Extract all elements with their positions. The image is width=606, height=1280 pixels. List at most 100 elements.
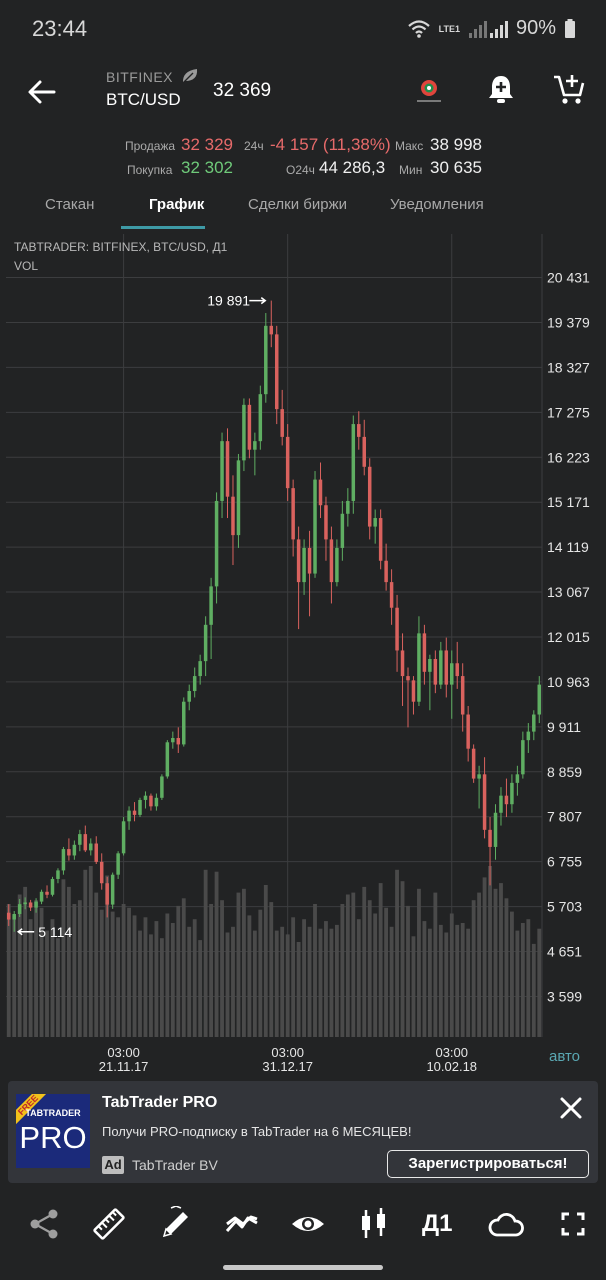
buy-value: 32 302 [181, 158, 233, 177]
signal-icon [468, 20, 508, 38]
tabtrader-logo-icon[interactable] [414, 76, 444, 106]
x-tick-time: 03:00 [107, 1045, 140, 1060]
cloud-icon[interactable] [488, 1206, 524, 1242]
candle-body [417, 633, 421, 702]
volume-bar [460, 923, 465, 1037]
y-tick-label: 9 911 [547, 719, 581, 735]
volume-bar [165, 913, 170, 1037]
y-tick-label: 10 963 [547, 674, 590, 690]
candle-body [395, 607, 399, 651]
volume-bar [116, 917, 121, 1037]
tab-chart[interactable]: График [149, 196, 205, 213]
chart-annotations: 19 891 5 114 [16, 293, 267, 940]
volume-bar [493, 888, 498, 1037]
candle-body [450, 663, 454, 685]
candle-body [433, 658, 438, 685]
candle-body [214, 500, 219, 587]
y-tick-label: 8 859 [547, 764, 582, 780]
candle-body [389, 582, 394, 608]
candle-body [242, 404, 246, 461]
wifi-icon [407, 19, 430, 38]
candle-body [258, 394, 263, 442]
volume-bar [384, 907, 389, 1037]
candle-body [132, 810, 137, 815]
candle-body [302, 547, 306, 583]
volume-bar [45, 930, 49, 1037]
candle-body [373, 518, 377, 527]
ruler-icon[interactable] [91, 1206, 127, 1242]
volume-bar [50, 919, 55, 1037]
volume-bar [329, 928, 334, 1037]
candle-body [285, 436, 290, 489]
candle-body [515, 774, 520, 783]
home-indicator[interactable] [223, 1265, 383, 1270]
x-tick-time: 03:00 [271, 1045, 304, 1060]
share-icon[interactable] [26, 1206, 62, 1242]
pencil-icon[interactable] [158, 1206, 194, 1242]
volume-bar [12, 915, 17, 1037]
candle-body [176, 738, 181, 745]
candle-body [406, 676, 410, 681]
candle-body [192, 676, 197, 692]
volume-bar [510, 911, 514, 1037]
candle-body [225, 441, 230, 497]
indicators-icon[interactable] [224, 1206, 260, 1242]
volume-bar [400, 881, 405, 1037]
price-chart[interactable]: 20 431 19 379 18 327 17 275 16 223 15 171 14 1… [0, 232, 606, 1078]
candle-body [247, 404, 252, 450]
volume-bar [318, 928, 323, 1037]
candles-icon[interactable] [356, 1206, 392, 1242]
chart-title: TABTRADER: BITFINEX, BTC/USD, Д1 [14, 240, 228, 254]
y-tick-label: 15 171 [547, 494, 590, 510]
header: BITFINEX BTC/USD 32 369 [0, 58, 606, 128]
candle-body [307, 547, 312, 574]
volume-bar [373, 913, 378, 1037]
candle-body [78, 834, 82, 845]
volume-bar [94, 892, 99, 1037]
volume-bar [105, 875, 110, 1037]
volume-bar [389, 926, 394, 1037]
tab-notifications[interactable]: Уведомления [390, 196, 484, 213]
ad-logo-top: TABTRADER [25, 1108, 81, 1118]
auto-scale-button[interactable]: авто [549, 1048, 581, 1065]
volume-bar [247, 915, 252, 1037]
eye-icon[interactable] [290, 1206, 326, 1242]
volume-bar [236, 892, 241, 1037]
volume-bar [143, 917, 148, 1037]
volume-bar [455, 924, 460, 1037]
candle-body [422, 633, 427, 672]
tab-exchange-trades[interactable]: Сделки биржи [248, 196, 348, 213]
y-tick-label: 4 651 [547, 944, 582, 960]
candle-body [143, 795, 148, 800]
volume-bar [121, 904, 126, 1037]
x-tick-date: 10.02.18 [426, 1059, 477, 1074]
add-alert-icon[interactable] [484, 72, 518, 106]
volume-bar [154, 921, 159, 1037]
volume-bar [6, 904, 11, 1037]
candle-body [439, 650, 443, 685]
ad-register-button[interactable]: Зарегистрироваться! [387, 1150, 589, 1178]
back-arrow-icon[interactable] [24, 74, 60, 110]
add-to-cart-icon[interactable] [552, 72, 586, 106]
ad-banner[interactable]: FREE TABTRADER PRO TabTrader PRO Получи … [8, 1081, 598, 1183]
tab-order-book[interactable]: Стакан [45, 196, 95, 213]
volume-bar [444, 932, 449, 1037]
candle-body [116, 853, 120, 875]
fullscreen-icon[interactable] [555, 1206, 591, 1242]
volume-bars [6, 866, 542, 1037]
candle-body [28, 902, 33, 908]
close-icon[interactable] [556, 1093, 586, 1123]
volume-bar [499, 883, 503, 1037]
candle-body [532, 714, 536, 732]
candle-body [400, 650, 405, 677]
candle-body [455, 663, 459, 677]
candle-body [56, 870, 60, 879]
volume-bar [159, 938, 164, 1037]
candle-body [203, 624, 208, 662]
bottom-toolbar: Д1 [0, 1192, 606, 1258]
y-tick-label: 16 223 [547, 449, 590, 465]
timeframe-button[interactable]: Д1 [422, 1210, 453, 1237]
volume-bar [28, 919, 33, 1037]
pair-name: BTC/USD [106, 90, 181, 109]
candle-body [187, 691, 191, 702]
